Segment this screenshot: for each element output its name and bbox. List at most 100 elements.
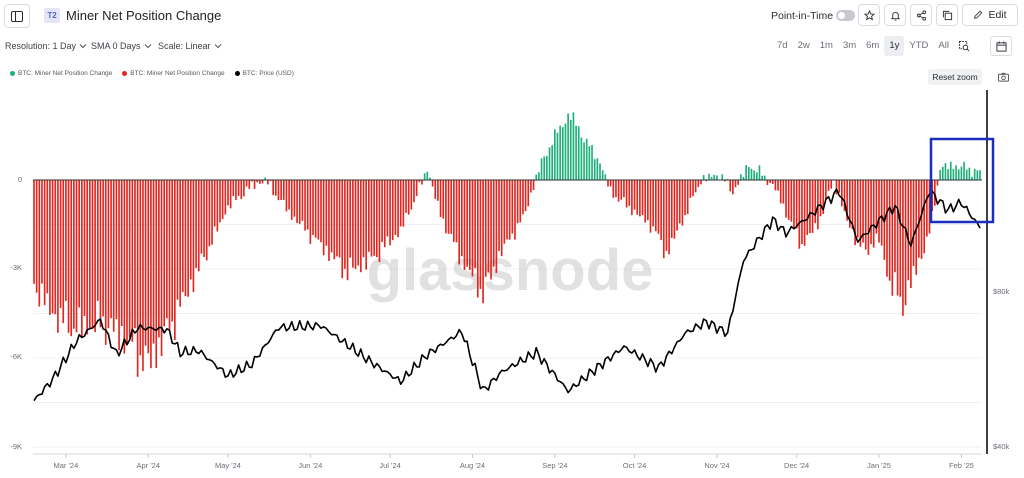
- bar-negative: [338, 180, 341, 258]
- range-3m[interactable]: 3m: [842, 40, 857, 51]
- legend-label: BTC: Miner Net Position Change: [130, 70, 225, 77]
- bar-positive: [561, 127, 564, 180]
- bar-negative: [875, 180, 878, 234]
- range-7d[interactable]: 7d: [777, 40, 788, 51]
- bar-positive: [604, 174, 607, 180]
- bar-negative: [296, 180, 298, 223]
- bar-negative: [354, 180, 357, 269]
- bar-negative: [118, 180, 120, 351]
- x-tick-label: Nov '24: [704, 461, 729, 470]
- bar-negative: [232, 180, 235, 197]
- bar-negative: [500, 180, 503, 257]
- bar-negative: [798, 180, 801, 249]
- bar-negative: [787, 180, 790, 220]
- bar-positive: [979, 170, 981, 180]
- x-tick-label: Oct '24: [623, 461, 647, 470]
- screenshot-button[interactable]: [996, 70, 1010, 84]
- bar-negative: [43, 180, 46, 306]
- bar-negative: [381, 180, 383, 243]
- bar-negative: [176, 180, 179, 300]
- bar-negative: [670, 180, 673, 238]
- bar-positive: [716, 175, 718, 180]
- zoom-select-button[interactable]: [954, 36, 976, 56]
- bar-negative: [522, 180, 524, 215]
- bar-negative: [774, 180, 777, 191]
- bar-negative: [737, 180, 740, 185]
- date-picker-button[interactable]: [990, 36, 1012, 56]
- legend-item-price[interactable]: BTC: Price (USD): [234, 70, 294, 77]
- reset-zoom-button[interactable]: Reset zoom: [928, 69, 982, 85]
- bar-positive: [591, 145, 593, 180]
- bar-negative: [261, 180, 264, 184]
- bar-negative: [514, 180, 516, 240]
- bar-negative: [527, 180, 530, 207]
- bar-negative: [88, 180, 91, 328]
- bar-negative: [312, 180, 314, 235]
- bar-negative: [38, 180, 41, 307]
- bar-negative: [511, 180, 514, 234]
- legend-item-negative[interactable]: BTC: Miner Net Position Change: [122, 70, 225, 77]
- point-in-time-label: Point-in-Time: [771, 10, 834, 22]
- bar-negative: [81, 180, 83, 339]
- bar-negative: [662, 180, 665, 259]
- bar-negative: [224, 180, 227, 215]
- bar-positive: [758, 165, 761, 180]
- bar-negative: [402, 180, 405, 227]
- tier-badge: T2: [44, 8, 60, 23]
- range-2w[interactable]: 2w: [797, 40, 810, 51]
- bar-negative: [676, 180, 678, 231]
- bar-negative: [322, 180, 325, 256]
- bar-positive: [955, 165, 957, 180]
- bar-negative: [142, 180, 144, 372]
- bar-negative: [107, 180, 110, 329]
- bar-negative: [67, 180, 70, 333]
- point-in-time-toggle[interactable]: [836, 10, 855, 21]
- x-tick-label: Feb '25: [949, 461, 974, 470]
- bar-negative: [880, 180, 883, 246]
- edit-button[interactable]: Edit: [962, 4, 1018, 26]
- bar-negative: [91, 180, 94, 328]
- bar-positive: [740, 174, 742, 180]
- bar-negative: [197, 180, 200, 272]
- favorite-button[interactable]: [858, 4, 880, 26]
- bar-negative: [293, 180, 296, 217]
- bar-negative: [482, 180, 484, 304]
- bar-negative: [490, 180, 492, 280]
- share-button[interactable]: [910, 4, 932, 26]
- bar-negative: [904, 180, 907, 306]
- duplicate-button[interactable]: [936, 4, 958, 26]
- bar-positive: [971, 176, 973, 180]
- scale-dropdown[interactable]: Scale: Linear: [158, 41, 222, 51]
- range-1m[interactable]: 1m: [819, 40, 833, 51]
- bar-positive: [548, 147, 551, 180]
- bar-negative: [474, 180, 476, 269]
- copy-icon: [942, 10, 952, 20]
- alert-button[interactable]: [884, 4, 906, 26]
- bar-positive: [949, 161, 952, 180]
- bar-negative: [827, 180, 830, 191]
- edit-label: Edit: [988, 9, 1007, 21]
- range-ytd[interactable]: YTD: [909, 40, 929, 51]
- bar-positive: [939, 169, 941, 180]
- bar-negative: [498, 180, 500, 251]
- bar-negative: [394, 180, 397, 235]
- bar-negative: [814, 180, 817, 224]
- sidebar-toggle-button[interactable]: [4, 4, 30, 28]
- range-all[interactable]: All: [938, 40, 949, 51]
- bar-negative: [458, 180, 460, 265]
- bar-negative: [894, 180, 896, 273]
- bar-negative: [809, 180, 811, 233]
- bar-negative: [654, 180, 657, 232]
- range-6m[interactable]: 6m: [866, 40, 880, 51]
- bar-negative: [532, 180, 535, 191]
- legend-item-positive[interactable]: BTC: Miner Net Position Change: [10, 70, 112, 77]
- bar-negative: [492, 180, 495, 267]
- sma-dropdown[interactable]: SMA 0 Days: [91, 41, 152, 51]
- range-1y[interactable]: 1y: [884, 36, 905, 56]
- bar-positive: [551, 145, 553, 180]
- y-tick-label: 0: [18, 175, 22, 184]
- bar-positive: [952, 168, 955, 180]
- bar-negative: [445, 180, 447, 234]
- resolution-dropdown[interactable]: Resolution: 1 Day: [5, 41, 87, 51]
- bar-positive: [543, 156, 546, 180]
